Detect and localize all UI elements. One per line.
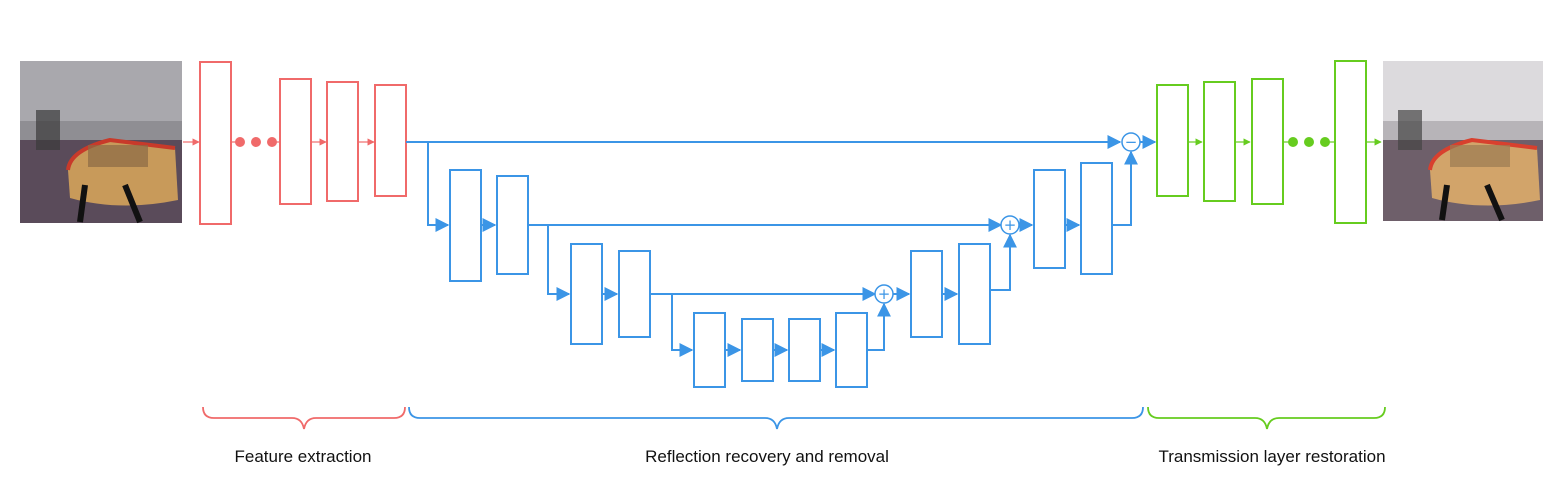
encoder-layer-1b	[496, 175, 529, 275]
decoder-layer-2a	[910, 250, 943, 338]
transmission-restoration-label: Transmission layer restoration	[1158, 447, 1385, 466]
transmission-restoration-brace	[1147, 406, 1386, 430]
restoration-layer-2	[1203, 81, 1236, 202]
reflection-recovery-brace	[408, 406, 1144, 430]
restoration-layer-4	[1334, 60, 1367, 224]
feature-layer-2	[279, 78, 312, 205]
reflection-recovery-label: Reflection recovery and removal	[645, 447, 889, 466]
input-image	[20, 61, 182, 224]
feature-layer-1	[199, 61, 232, 225]
bottleneck-layer-2	[741, 318, 774, 382]
feature-extraction-block	[183, 61, 407, 225]
subtract-node: −	[1121, 132, 1141, 152]
svg-text:+: +	[1004, 216, 1017, 234]
restoration-layer-3	[1251, 78, 1284, 205]
encoder-layer-1a	[449, 169, 482, 282]
svg-text:−: −	[1125, 133, 1138, 151]
svg-text:+: +	[878, 285, 891, 303]
bottleneck-layer-4	[835, 312, 868, 388]
transmission-restoration-block	[1156, 60, 1382, 224]
bottleneck-layer-1	[693, 312, 726, 388]
feature-extraction-label: Feature extraction	[234, 447, 371, 466]
bottleneck-layer-3	[788, 318, 821, 382]
feature-extraction-brace	[202, 406, 406, 430]
add-node-level-2: +	[874, 284, 894, 304]
feature-layer-3	[326, 81, 359, 202]
encoder-layer-2a	[570, 243, 603, 345]
ellipsis-dot	[1320, 137, 1330, 147]
ellipsis-dot	[267, 137, 277, 147]
ellipsis-dot	[235, 137, 245, 147]
output-image	[1383, 61, 1543, 222]
ellipsis-dot	[1288, 137, 1298, 147]
decoder-layer-1b	[1080, 162, 1113, 275]
ellipsis-dot	[1304, 137, 1314, 147]
decoder-layer-1a	[1033, 169, 1066, 269]
feature-layer-4	[374, 84, 407, 197]
reflection-recovery-block	[406, 135, 1157, 388]
ellipsis-dot	[251, 137, 261, 147]
add-node-level-1: +	[1000, 215, 1020, 235]
decoder-layer-2b	[958, 243, 991, 345]
encoder-layer-2b	[618, 250, 651, 338]
restoration-layer-1	[1156, 84, 1189, 197]
